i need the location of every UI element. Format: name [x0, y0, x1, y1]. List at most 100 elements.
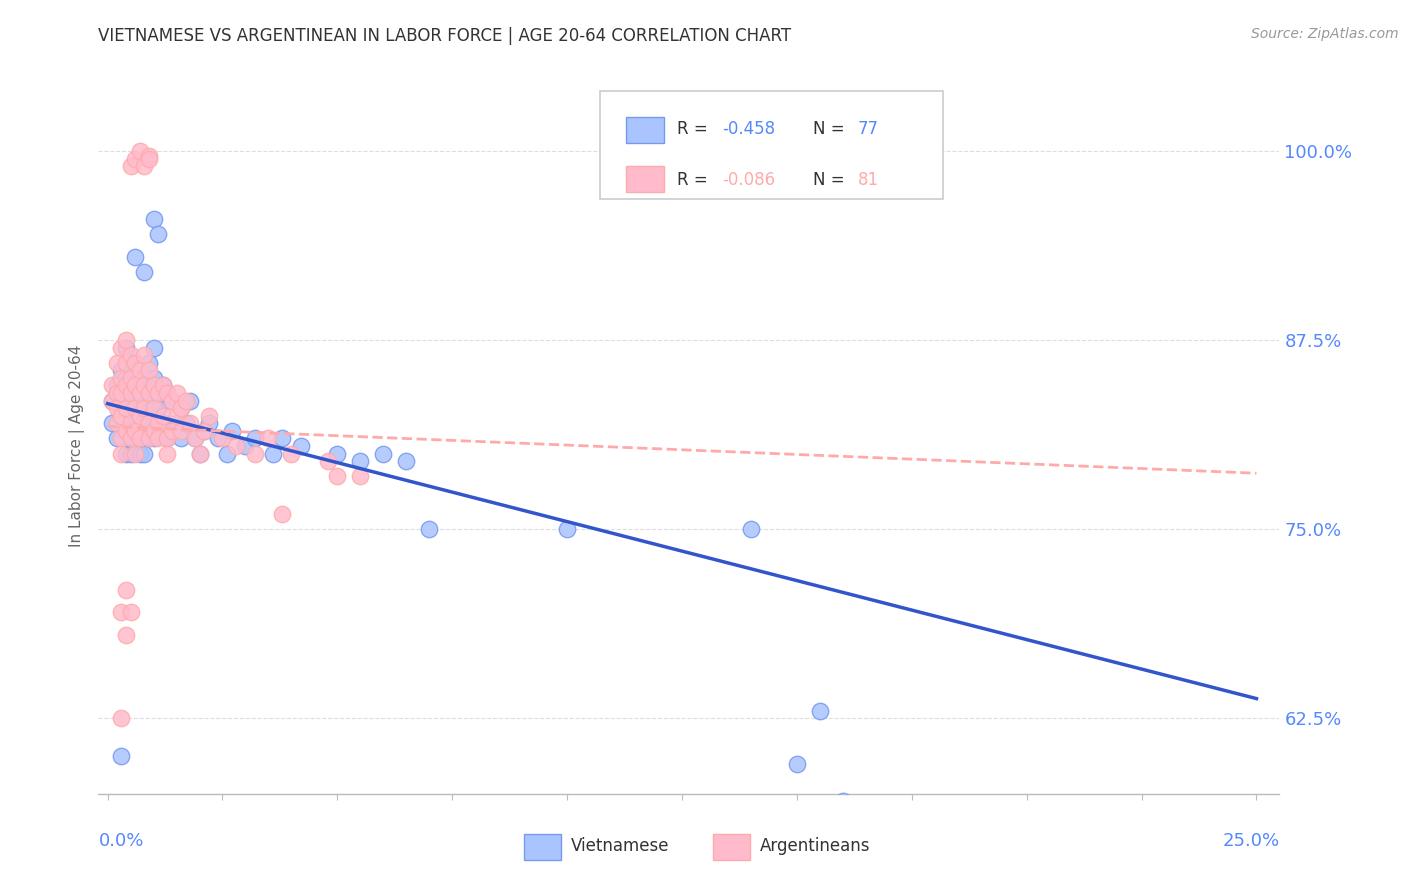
Point	[138, 432, 160, 446]
Point	[120, 393, 142, 408]
Point	[120, 606, 142, 620]
Point	[184, 432, 207, 446]
Point	[152, 378, 174, 392]
Point	[138, 386, 160, 401]
Point	[142, 341, 165, 355]
Text: 25.0%: 25.0%	[1222, 832, 1279, 850]
Point	[110, 711, 132, 725]
Point	[174, 393, 197, 408]
Point	[124, 356, 146, 370]
Point	[105, 417, 128, 431]
Point	[179, 417, 201, 431]
Point	[170, 424, 193, 438]
Point	[110, 802, 132, 816]
Point	[555, 522, 578, 536]
Point	[105, 378, 128, 392]
Point	[166, 417, 188, 431]
Point	[170, 401, 193, 416]
Point	[349, 454, 371, 468]
Point	[105, 432, 128, 446]
Point	[373, 446, 395, 460]
Point	[156, 386, 179, 401]
Point	[142, 212, 165, 227]
Point	[128, 432, 150, 446]
Point	[134, 159, 156, 173]
Point	[105, 386, 128, 401]
Point	[115, 424, 138, 438]
Point	[808, 704, 831, 718]
Point	[101, 393, 124, 408]
FancyBboxPatch shape	[626, 117, 664, 144]
Point	[110, 432, 132, 446]
Point	[193, 424, 215, 438]
Point	[115, 424, 138, 438]
Point	[134, 371, 156, 385]
Point	[395, 454, 418, 468]
FancyBboxPatch shape	[626, 166, 664, 192]
Point	[138, 386, 160, 401]
Point	[124, 378, 146, 392]
Point	[128, 363, 150, 377]
Point	[142, 393, 165, 408]
Point	[124, 250, 146, 264]
Point	[170, 401, 193, 416]
Text: Source: ZipAtlas.com: Source: ZipAtlas.com	[1251, 27, 1399, 41]
Point	[134, 446, 156, 460]
Point	[197, 417, 219, 431]
Point	[134, 401, 156, 416]
Point	[124, 401, 146, 416]
Point	[156, 432, 179, 446]
Point	[326, 446, 349, 460]
Text: 0.0%: 0.0%	[98, 832, 143, 850]
Point	[120, 371, 142, 385]
Point	[831, 794, 853, 808]
Point	[156, 446, 179, 460]
Text: R =: R =	[678, 120, 713, 138]
Point	[138, 356, 160, 370]
Point	[197, 409, 219, 423]
Text: Argentineans: Argentineans	[759, 837, 870, 855]
Point	[142, 378, 165, 392]
Point	[170, 432, 193, 446]
Point	[160, 393, 183, 408]
Point	[110, 606, 132, 620]
Point	[740, 522, 762, 536]
Point	[134, 265, 156, 279]
Point	[120, 446, 142, 460]
Point	[243, 446, 266, 460]
Point	[146, 417, 169, 431]
Point	[211, 432, 233, 446]
Text: Vietnamese: Vietnamese	[571, 837, 669, 855]
Point	[142, 424, 165, 438]
Point	[207, 432, 229, 446]
Point	[124, 432, 146, 446]
Point	[235, 439, 257, 453]
Point	[146, 432, 169, 446]
Point	[105, 386, 128, 401]
Point	[134, 378, 156, 392]
Point	[101, 378, 124, 392]
Point	[110, 409, 132, 423]
Point	[128, 409, 150, 423]
Point	[110, 401, 132, 416]
Point	[138, 432, 160, 446]
Text: 81: 81	[858, 171, 879, 189]
Point	[105, 401, 128, 416]
Point	[174, 417, 197, 431]
Point	[156, 432, 179, 446]
Point	[110, 386, 132, 401]
Text: -0.086: -0.086	[723, 171, 775, 189]
Point	[138, 148, 160, 162]
Point	[124, 378, 146, 392]
Point	[101, 417, 124, 431]
Text: -0.458: -0.458	[723, 120, 775, 138]
Point	[124, 424, 146, 438]
Point	[193, 424, 215, 438]
Point	[110, 749, 132, 764]
Point	[128, 409, 150, 423]
Point	[271, 432, 294, 446]
Point	[138, 417, 160, 431]
Point	[243, 432, 266, 446]
Point	[225, 439, 247, 453]
Text: 77: 77	[858, 120, 879, 138]
